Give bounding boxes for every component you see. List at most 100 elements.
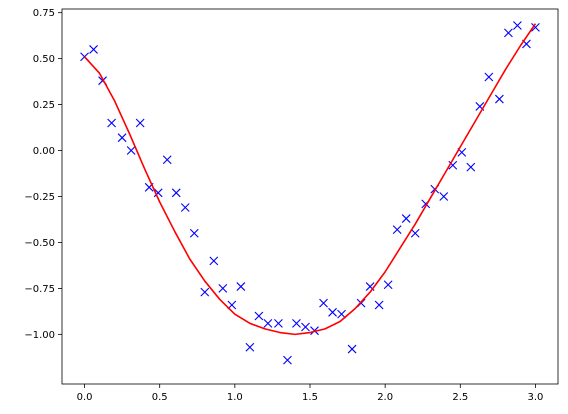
scatter-point bbox=[494, 94, 504, 104]
scatter-point bbox=[189, 228, 199, 238]
x-marker-stroke bbox=[337, 309, 346, 319]
x-tick-label: 0.5 bbox=[152, 392, 168, 403]
scatter-point bbox=[513, 21, 522, 30]
x-marker-stroke bbox=[283, 355, 292, 365]
scatter-point bbox=[301, 322, 310, 332]
x-marker-stroke bbox=[383, 280, 393, 290]
scatter-point bbox=[374, 300, 384, 310]
x-marker-stroke bbox=[171, 188, 181, 198]
x-marker-stroke bbox=[98, 76, 107, 86]
scatter-point bbox=[117, 133, 127, 143]
x-marker-stroke bbox=[531, 22, 540, 32]
scatter-point bbox=[484, 72, 494, 82]
x-marker-stroke bbox=[107, 118, 116, 128]
scatter-point bbox=[466, 162, 476, 172]
scatter-point bbox=[254, 311, 264, 321]
x-marker-stroke bbox=[448, 160, 458, 170]
x-tick-label: 1.5 bbox=[302, 392, 318, 403]
y-tick-label: 0.25 bbox=[33, 100, 55, 111]
scatter-point bbox=[504, 28, 513, 38]
x-tick-label: 0.0 bbox=[77, 392, 93, 403]
x-marker-stroke bbox=[392, 225, 402, 234]
y-tick-label: −0.25 bbox=[24, 192, 55, 203]
scatter-point bbox=[319, 298, 328, 308]
x-marker-stroke bbox=[365, 282, 375, 291]
scatter-point bbox=[347, 344, 357, 354]
x-marker-stroke bbox=[439, 192, 449, 201]
scatter-point bbox=[392, 225, 402, 234]
x-marker-stroke bbox=[494, 94, 504, 104]
y-tick-label: 0.75 bbox=[33, 8, 55, 19]
x-marker-stroke bbox=[117, 133, 127, 143]
x-marker-stroke bbox=[218, 284, 228, 293]
x-marker-stroke bbox=[522, 39, 531, 49]
x-marker-stroke bbox=[457, 147, 467, 157]
x-marker-stroke bbox=[245, 342, 255, 352]
scatter-point bbox=[383, 280, 393, 290]
scatter-point bbox=[180, 203, 190, 212]
x-marker-stroke bbox=[319, 298, 328, 308]
scatter-point bbox=[531, 22, 540, 32]
scatter-point bbox=[283, 355, 292, 365]
x-marker-stroke bbox=[484, 72, 494, 82]
scatter-point bbox=[135, 118, 145, 128]
x-marker-stroke bbox=[410, 228, 420, 238]
x-marker-stroke bbox=[180, 203, 190, 212]
scatter-point bbox=[209, 256, 219, 266]
scatter-point bbox=[126, 146, 136, 155]
y-tick-label: 0.50 bbox=[33, 54, 55, 65]
x-marker-stroke bbox=[475, 102, 485, 111]
scatter-point bbox=[328, 307, 337, 317]
scatter-point bbox=[162, 155, 172, 165]
x-marker-stroke bbox=[80, 52, 89, 62]
x-tick-label: 1.0 bbox=[227, 392, 243, 403]
y-tick-label: 0.00 bbox=[33, 146, 55, 157]
scatter-point bbox=[245, 342, 255, 352]
y-tick-label: −0.50 bbox=[24, 238, 55, 249]
scatter-point bbox=[153, 188, 163, 198]
x-marker-stroke bbox=[200, 287, 210, 297]
plot-area bbox=[80, 21, 540, 365]
axes: 0.0 0.5 1.0 1.5 2.0 2.5 3.0 0.75 0.50 0.25 0.00 −0.… bbox=[24, 8, 559, 403]
x-tick-label: 3.0 bbox=[528, 392, 544, 403]
scatter-point bbox=[107, 118, 116, 128]
scatter-point bbox=[218, 284, 228, 293]
x-marker-stroke bbox=[263, 318, 273, 328]
scatter-point bbox=[89, 45, 98, 54]
x-marker-stroke bbox=[162, 155, 172, 165]
x-marker-stroke bbox=[347, 344, 357, 354]
x-marker-stroke bbox=[466, 162, 476, 172]
scatter-point bbox=[448, 160, 458, 170]
scatter-point bbox=[439, 192, 449, 201]
x-marker-stroke bbox=[292, 318, 301, 328]
y-tick-label: −0.75 bbox=[24, 284, 55, 295]
scatter-point bbox=[401, 214, 411, 223]
y-tick-label: −1.00 bbox=[24, 330, 55, 341]
x-marker-stroke bbox=[301, 322, 310, 332]
x-marker-stroke bbox=[209, 256, 219, 266]
scatter-point bbox=[171, 188, 181, 198]
x-marker-stroke bbox=[513, 21, 522, 30]
scatter-point bbox=[263, 318, 273, 328]
x-tick-label: 2.5 bbox=[452, 392, 468, 403]
x-marker-stroke bbox=[153, 188, 163, 198]
scatter-point bbox=[292, 318, 301, 328]
fit-curve-line bbox=[83, 23, 537, 336]
x-marker-stroke bbox=[189, 228, 199, 238]
scatter-point bbox=[274, 318, 283, 328]
x-marker-stroke bbox=[328, 307, 337, 317]
x-marker-stroke bbox=[274, 318, 283, 328]
x-marker-stroke bbox=[236, 282, 246, 291]
x-marker-stroke bbox=[126, 146, 136, 155]
x-marker-stroke bbox=[89, 45, 98, 54]
x-marker-stroke bbox=[135, 118, 145, 128]
scatter-point bbox=[236, 282, 246, 291]
x-marker-stroke bbox=[254, 311, 264, 321]
x-marker-stroke bbox=[374, 300, 384, 310]
scatter-point bbox=[410, 228, 420, 238]
scatter-point bbox=[337, 309, 346, 319]
x-marker-stroke bbox=[401, 214, 411, 223]
scatter-point bbox=[200, 287, 210, 297]
